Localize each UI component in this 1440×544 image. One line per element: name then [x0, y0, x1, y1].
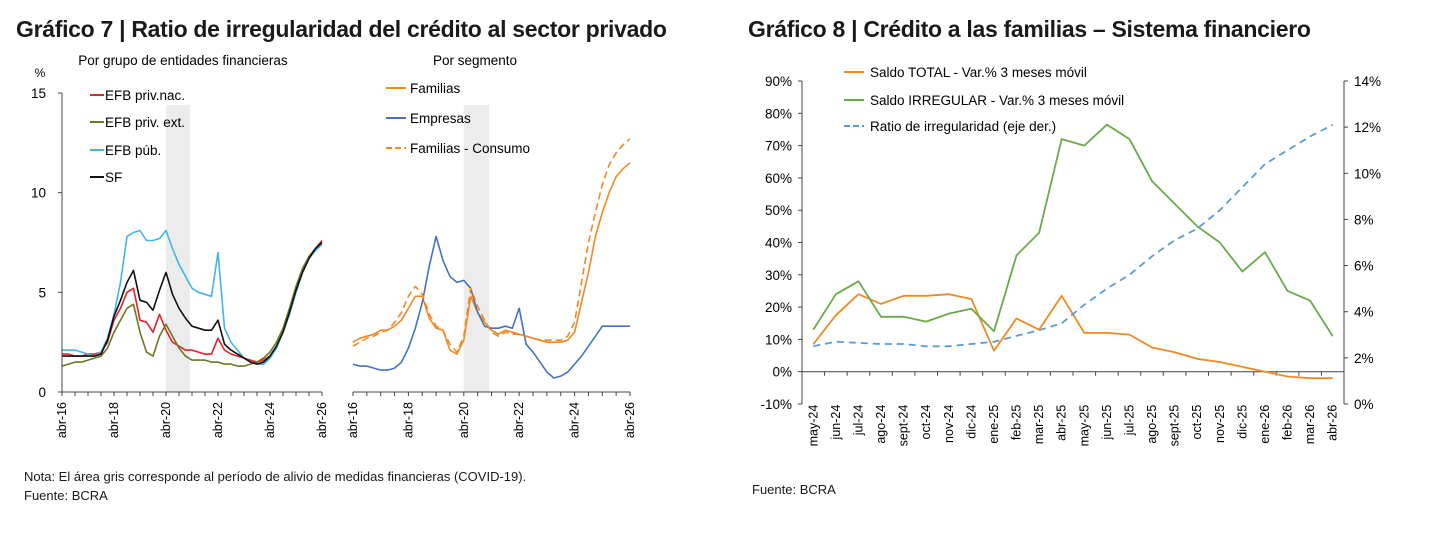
c8-y-tick-label: 20%	[765, 300, 792, 315]
p2-subtitle: Por segmento	[433, 53, 517, 68]
c8-y-tick-label: 40%	[765, 236, 792, 251]
c8-x-tick-label: nov-25	[1213, 405, 1227, 443]
c8-x-tick-label: jul-25	[1122, 405, 1136, 437]
c8-x-tick-label: oct-24	[919, 405, 933, 440]
p2-x-tick-label: abr-22	[512, 402, 526, 438]
p1-legend-label-1: EFB priv. ext.	[105, 115, 185, 130]
chart7-note: Nota: El área gris corresponde al períod…	[24, 469, 527, 484]
c8-x-tick-label: jun-24	[829, 405, 843, 441]
c8-series-line-1	[812, 123, 1334, 337]
p2-x-tick-label: abr-20	[457, 402, 471, 438]
c8-x-tick-label: nov-24	[942, 405, 956, 443]
c8-x-tick-label: abr-25	[1055, 405, 1069, 441]
c8-y2-tick-label: 4%	[1354, 305, 1374, 320]
p1-y-tick-label: 0	[38, 385, 46, 400]
c8-x-tick-label: may-25	[1077, 405, 1091, 447]
c8-x-tick-label: oct-25	[1190, 405, 1204, 440]
c8-y-tick-label: 10%	[765, 332, 792, 347]
c8-x-tick-label: feb-26	[1281, 405, 1295, 440]
c8-y-tick-label: 50%	[765, 203, 792, 218]
c8-y-tick-label: 80%	[765, 106, 792, 121]
p2-x-tick-label: abr-16	[346, 402, 360, 438]
c8-y2-tick-label: 14%	[1354, 74, 1381, 89]
chart8-svg: -10% 0% 10% 20% 30% 40% 50% 60% 70% 80% 90% 0% 2% 4% 6…	[760, 65, 1381, 447]
p1-y-tick-label: 10	[31, 186, 46, 201]
p1-legend-label-3: SF	[105, 170, 122, 185]
chart7-source: Fuente: BCRA	[24, 488, 108, 503]
p1-x-tick-label: abr-18	[107, 402, 121, 438]
c8-x-tick-label: dic-25	[1235, 405, 1249, 439]
p2-legend-label-2: Familias - Consumo	[410, 141, 530, 156]
c8-x-tick-label: feb-25	[1010, 405, 1024, 440]
p1-covid-shade	[166, 105, 190, 392]
c8-x-tick-label: ene-26	[1258, 405, 1272, 444]
c8-x-tick-label: sept-25	[1168, 405, 1182, 447]
p2-legend-label-0: Familias	[410, 81, 461, 96]
p1-y-tick-label: 15	[31, 86, 46, 101]
p2-series-line-0	[352, 162, 631, 355]
c8-series-line-2	[813, 123, 1334, 348]
c8-x-tick-label: abr-26	[1326, 405, 1340, 441]
c8-x-tick-label: sept-24	[897, 405, 911, 447]
p1-series-line-2	[62, 229, 323, 365]
c8-x-tick-label: ago-25	[1145, 405, 1159, 444]
p1-subtitle: Por grupo de entidades financieras	[78, 53, 288, 68]
chart7-svg: Por grupo de entidades financieras abr-16…	[31, 53, 637, 438]
chart7-title: Gráfico 7 | Ratio de irregularidad del c…	[16, 16, 667, 42]
c8-y2-tick-label: 8%	[1354, 212, 1374, 227]
c8-x-tick-label: dic-24	[964, 405, 978, 439]
c8-legend-label-0: Saldo TOTAL - Var.% 3 meses móvil	[870, 65, 1087, 80]
p1-series-line-0	[62, 239, 323, 363]
c8-x-tick-label: jul-24	[851, 405, 865, 437]
p1-y-unit-label: %	[35, 66, 46, 80]
c8-y-tick-label: 70%	[765, 139, 792, 154]
p2-x-tick-label: abr-26	[623, 402, 637, 438]
p1-x-tick-label: abr-20	[159, 402, 173, 438]
c8-y-tick-label: 30%	[765, 268, 792, 283]
c8-y-tick-label: 60%	[765, 171, 792, 186]
c8-series-line-0	[812, 293, 1333, 380]
p1-x-tick-label: abr-26	[315, 402, 329, 438]
p1-legend-label-0: EFB priv.nac.	[105, 88, 185, 103]
c8-y2-tick-label: 6%	[1354, 259, 1374, 274]
p2-legend-label-1: Empresas	[410, 111, 471, 126]
chart8-title: Gráfico 8 | Crédito a las familias – Sis…	[748, 16, 1311, 42]
c8-x-tick-label: ene-25	[987, 405, 1001, 444]
p2-x-tick-label: abr-24	[568, 402, 582, 438]
p2-covid-shade	[463, 105, 490, 392]
c8-y2-tick-label: 12%	[1354, 120, 1381, 135]
chart8-source: Fuente: BCRA	[752, 482, 836, 497]
p1-series-line-1	[61, 241, 323, 367]
p1-x-tick-label: abr-16	[55, 402, 69, 438]
c8-y2-tick-label: 10%	[1354, 166, 1381, 181]
p2-series-line-2	[352, 138, 631, 353]
c8-x-tick-label: ago-24	[874, 405, 888, 444]
p1-y-tick-label: 5	[38, 285, 46, 300]
c8-x-tick-label: mar-25	[1032, 405, 1046, 445]
c8-y2-tick-label: 2%	[1354, 351, 1374, 366]
p1-series-line-3	[62, 241, 323, 365]
c8-legend-label-1: Saldo IRREGULAR - Var.% 3 meses móvil	[870, 93, 1124, 108]
c8-y-tick-label: -10%	[760, 397, 792, 412]
c8-x-tick-label: mar-26	[1303, 405, 1317, 445]
c8-legend-label-2: Ratio de irregularidad (eje der.)	[870, 119, 1056, 134]
c8-y-tick-label: 90%	[765, 74, 792, 89]
c8-y-tick-label: 0%	[772, 365, 792, 380]
p1-x-tick-label: abr-22	[211, 402, 225, 438]
p1-x-tick-label: abr-24	[263, 402, 277, 438]
p2-x-tick-label: abr-18	[401, 402, 415, 438]
c8-y2-tick-label: 0%	[1354, 397, 1374, 412]
c8-x-tick-label: may-24	[806, 405, 820, 447]
p2-series-line-1	[352, 235, 630, 379]
c8-x-tick-label: jun-25	[1100, 405, 1114, 441]
p1-legend-label-2: EFB púb.	[105, 143, 161, 158]
